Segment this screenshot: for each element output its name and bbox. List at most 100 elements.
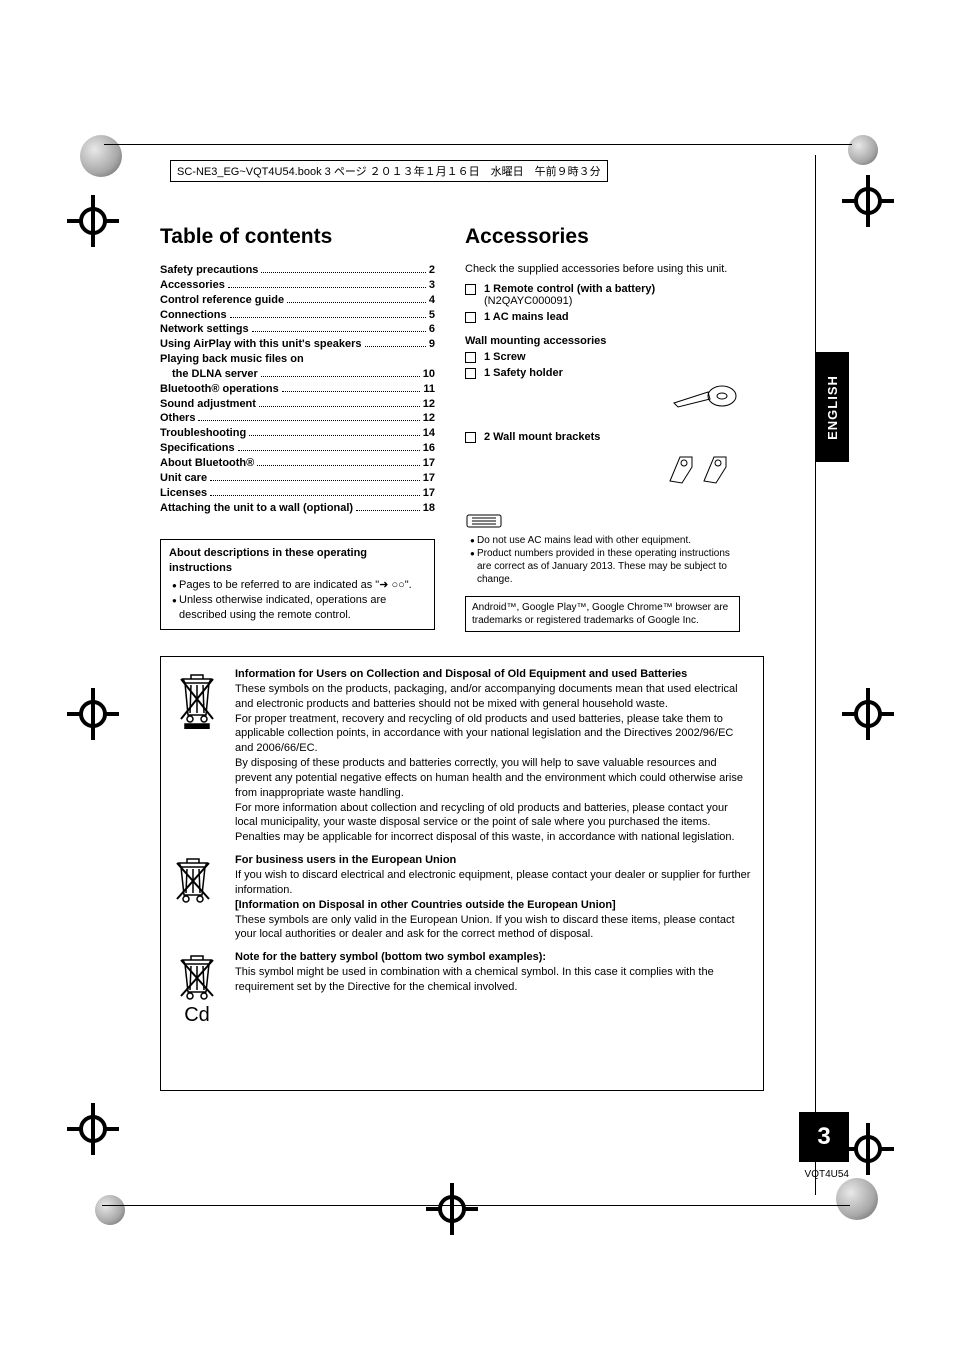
toc-leader — [282, 382, 421, 392]
weee-bin-icon-2 — [173, 853, 221, 942]
toc-item-page: 11 — [423, 382, 435, 397]
toc-item-page: 16 — [423, 441, 435, 456]
note-bullet: Do not use AC mains lead with other equi… — [477, 534, 740, 547]
page-number: 3 — [799, 1112, 849, 1162]
checkbox-icon — [465, 352, 476, 363]
brackets-label: 2 Wall mount brackets — [484, 431, 600, 443]
accessory-holder: 1 Safety holder — [465, 367, 740, 379]
toc-item: Using AirPlay with this unit's speakers9 — [160, 337, 435, 352]
accessory-remote: 1 Remote control (with a battery) (N2QAY… — [465, 283, 740, 307]
toc-item-page: 17 — [423, 456, 435, 471]
toc-item: Others12 — [160, 411, 435, 426]
toc-item-label: Sound adjustment — [160, 397, 256, 412]
disposal-p: These symbols on the products, packaging… — [235, 682, 751, 712]
toc-item-page: 4 — [429, 293, 435, 308]
toc-item: Bluetooth® operations 11 — [160, 382, 435, 397]
toc-item-page: 9 — [429, 337, 435, 352]
toc-leader — [259, 397, 420, 407]
toc-item: Connections5 — [160, 308, 435, 323]
print-header-line: SC-NE3_EG~VQT4U54.book 3 ページ ２０１３年１月１６日 … — [170, 160, 608, 182]
toc-item: Control reference guide 4 — [160, 293, 435, 308]
accessory-mains: 1 AC mains lead — [465, 311, 740, 323]
notes-block: Do not use AC mains lead with other equi… — [465, 513, 740, 586]
toc-item-label: Others — [160, 411, 195, 426]
toc-item-page: 10 — [423, 367, 435, 382]
weee-bin-icon-cd: Cd — [173, 950, 221, 1072]
note-icon — [465, 513, 503, 531]
toc-leader — [356, 501, 420, 511]
toc-item-page: 18 — [423, 501, 435, 516]
toc-item-label: Specifications — [160, 441, 235, 456]
toc-item-page: 12 — [423, 397, 435, 412]
about-descriptions-box: About descriptions in these operating in… — [160, 539, 435, 629]
disposal-head3: [Information on Disposal in other Countr… — [235, 898, 751, 913]
toc-item-label: Bluetooth® operations — [160, 382, 279, 397]
accessories-heading: Accessories — [465, 225, 740, 249]
toc-item-page: 2 — [429, 263, 435, 278]
print-sphere-icon — [80, 135, 122, 177]
toc-item-label: Unit care — [160, 471, 207, 486]
toc-item-label: Network settings — [160, 322, 249, 337]
page: SC-NE3_EG~VQT4U54.book 3 ページ ２０１３年１月１６日 … — [0, 0, 954, 1350]
print-guide-line — [104, 144, 852, 145]
registration-mark-icon — [67, 1103, 119, 1155]
toc-leader — [252, 322, 426, 332]
toc-item: Unit care17 — [160, 471, 435, 486]
checkbox-icon — [465, 312, 476, 323]
disposal-p: If you wish to discard electrical and el… — [235, 868, 751, 898]
accessories-intro: Check the supplied accessories before us… — [465, 263, 740, 275]
toc-item: Troubleshooting 14 — [160, 426, 435, 441]
screw-label: 1 Screw — [484, 351, 526, 363]
accessory-screw: 1 Screw — [465, 351, 740, 363]
toc-leader — [365, 337, 426, 347]
toc-item-label: Troubleshooting — [160, 426, 246, 441]
disposal-p: For more information about collection an… — [235, 801, 751, 831]
toc-leader — [257, 456, 420, 466]
disposal-head4: Note for the battery symbol (bottom two … — [235, 950, 751, 965]
screw-icon — [670, 383, 740, 409]
screw-holder-illustration — [465, 383, 740, 427]
wall-mount-subhead: Wall mounting accessories — [465, 335, 740, 347]
toc-item: About Bluetooth®17 — [160, 456, 435, 471]
toc-leader — [198, 411, 419, 421]
print-guide-line — [102, 1205, 850, 1206]
note-bullet: Product numbers provided in these operat… — [477, 547, 740, 586]
toc-item: Accessories3 — [160, 278, 435, 293]
registration-mark-icon — [842, 1123, 894, 1175]
toc-leader — [249, 426, 420, 436]
disposal-p: For proper treatment, recovery and recyc… — [235, 712, 751, 757]
toc-leader — [287, 293, 426, 303]
remote-label: 1 Remote control (with a battery) — [484, 283, 655, 295]
toc-item-label: Licenses — [160, 486, 207, 501]
toc-item-label: Accessories — [160, 278, 225, 293]
disposal-p: Penalties may be applicable for incorrec… — [235, 830, 751, 845]
checkbox-icon — [465, 284, 476, 295]
about-title: About descriptions in these operating in… — [169, 546, 426, 576]
toc-item-label: Playing back music files on — [160, 352, 304, 367]
weee-bin-icon-1 — [173, 667, 221, 789]
about-bullet: Unless otherwise indicated, operations a… — [179, 593, 426, 623]
trademarks-box: Android™, Google Play™, Google Chrome™ b… — [465, 596, 740, 632]
toc-item-page: 6 — [429, 322, 435, 337]
toc-item-page: 17 — [423, 486, 435, 501]
toc-item-label: Safety precautions — [160, 263, 258, 278]
registration-mark-icon — [842, 175, 894, 227]
toc-list: Safety precautions 2Accessories3Control r… — [160, 263, 435, 515]
toc-leader — [228, 278, 426, 288]
toc-item: Playing back music files on — [160, 352, 435, 367]
about-bullet: Pages to be referred to are indicated as… — [179, 578, 426, 593]
toc-item: Attaching the unit to a wall (optional) 1… — [160, 501, 435, 516]
toc-item-label: Attaching the unit to a wall (optional) — [160, 501, 353, 516]
disposal-p: By disposing of these products and batte… — [235, 756, 751, 801]
disposal-p: This symbol might be used in combination… — [235, 965, 751, 995]
toc-item: Sound adjustment 12 — [160, 397, 435, 412]
toc-item-page: 14 — [423, 426, 435, 441]
toc-leader — [261, 367, 420, 377]
mains-label: 1 AC mains lead — [484, 311, 569, 323]
disposal-p: These symbols are only valid in the Euro… — [235, 913, 751, 943]
toc-item: the DLNA server10 — [160, 367, 435, 382]
toc-item: Network settings 6 — [160, 322, 435, 337]
checkbox-icon — [465, 432, 476, 443]
registration-mark-icon — [67, 688, 119, 740]
toc-item-label: Control reference guide — [160, 293, 284, 308]
